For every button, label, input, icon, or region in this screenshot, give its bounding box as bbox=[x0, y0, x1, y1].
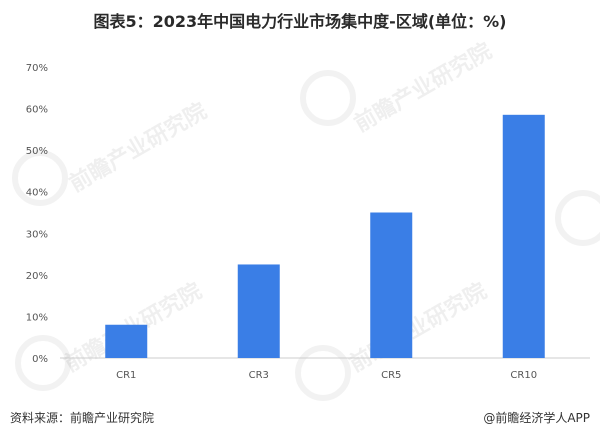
bar-cr1 bbox=[105, 324, 148, 358]
y-tick-label: 60% bbox=[26, 105, 48, 116]
watermark-logo-icon bbox=[12, 150, 68, 206]
x-tick-label: CR3 bbox=[249, 370, 269, 381]
y-tick-label: 70% bbox=[26, 63, 48, 74]
credit-note: @前瞻经济学人APP bbox=[483, 411, 590, 425]
x-tick-label: CR1 bbox=[116, 370, 136, 381]
bar-cr5 bbox=[370, 212, 413, 358]
y-tick-label: 0% bbox=[32, 354, 48, 365]
y-tick-label: 30% bbox=[26, 229, 48, 240]
y-tick-label: 40% bbox=[26, 188, 48, 199]
x-tick-label: CR10 bbox=[510, 370, 537, 381]
source-note: 资料来源：前瞻产业研究院 bbox=[10, 411, 155, 425]
watermark-logo-icon bbox=[295, 345, 351, 401]
y-tick-label: 50% bbox=[26, 146, 48, 157]
watermark-logo-icon bbox=[555, 190, 600, 246]
chart-title: 图表5：2023年中国电力行业市场集中度-区域(单位：%) bbox=[93, 12, 507, 31]
y-tick-label: 10% bbox=[26, 312, 48, 323]
bar-cr10 bbox=[502, 114, 545, 358]
y-tick-label: 20% bbox=[26, 271, 48, 282]
watermark-logo-icon bbox=[300, 70, 356, 126]
bar-cr3 bbox=[237, 264, 280, 358]
x-tick-label: CR5 bbox=[381, 370, 401, 381]
watermark-logo-icon bbox=[15, 335, 71, 391]
